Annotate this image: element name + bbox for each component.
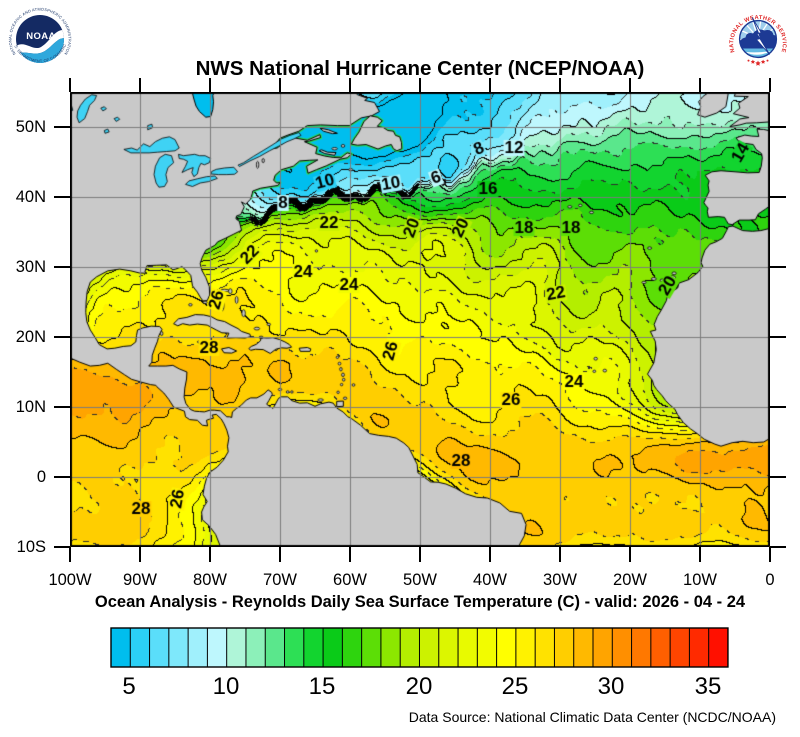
- svg-text:NOAA: NOAA: [26, 31, 56, 42]
